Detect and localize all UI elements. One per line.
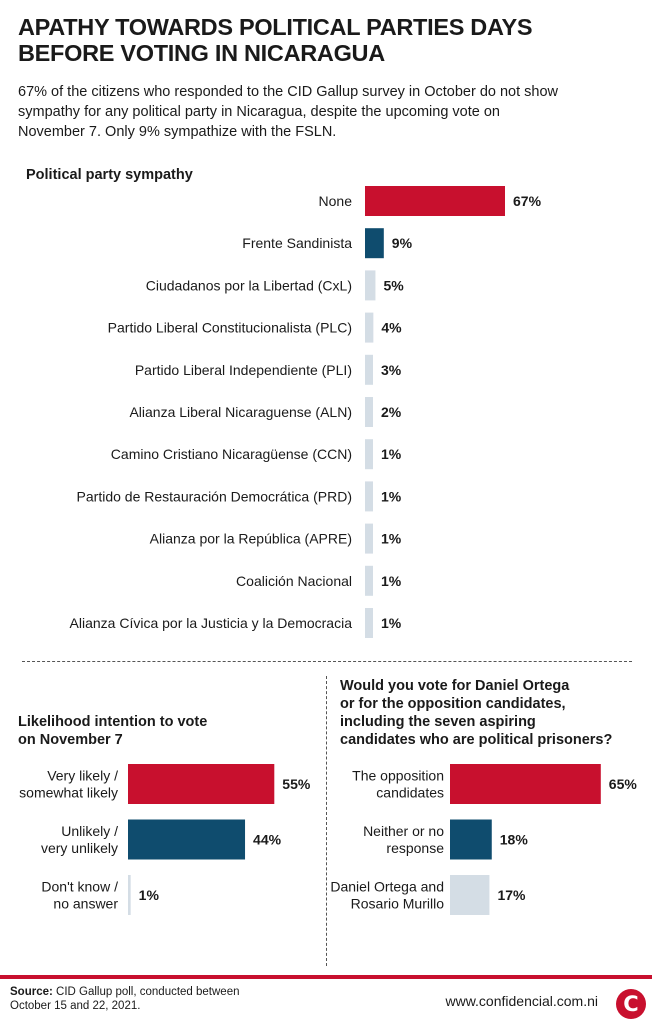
section-divider-horizontal <box>22 661 632 662</box>
footer-rule <box>0 975 652 979</box>
category-label-0-8: Alianza por la República (APRE) <box>150 531 352 547</box>
value-label-0-5: 2% <box>381 404 402 420</box>
chart-title-vote-likelihood: Likelihood intention to vote on November… <box>18 714 208 748</box>
category-label-1-0: Very likely / somewhat likely <box>19 768 118 801</box>
bar-0-10 <box>365 608 373 638</box>
page-title: APATHY TOWARDS POLITICAL PARTIES DAYS BE… <box>18 14 533 66</box>
value-label-0-8: 1% <box>381 531 402 547</box>
bar-0-9 <box>365 565 373 596</box>
value-label-2-2: 17% <box>497 887 526 903</box>
source-text: CID Gallup poll, conducted between Octob… <box>10 986 240 1012</box>
value-label-1-2: 1% <box>139 887 160 903</box>
bar-0-8 <box>365 523 373 554</box>
category-label-0-4: Partido Liberal Independiente (PLI) <box>135 362 352 378</box>
bar-0-0 <box>365 186 505 216</box>
source-label: Source: <box>10 986 53 998</box>
category-label-0-1: Frente Sandinista <box>242 235 352 251</box>
value-label-1-0: 55% <box>282 776 311 792</box>
category-label-0-5: Alianza Liberal Nicaraguense (ALN) <box>129 404 352 420</box>
value-label-0-10: 1% <box>381 615 402 631</box>
chart-title-vote-preference: Would you vote for Daniel Ortega or for … <box>340 678 613 748</box>
bar-0-7 <box>365 481 373 512</box>
value-label-0-9: 1% <box>381 573 402 589</box>
bar-0-1 <box>365 228 384 259</box>
page-subtitle: 67% of the citizens who responded to the… <box>18 84 559 140</box>
value-label-0-3: 4% <box>381 320 402 336</box>
category-label-0-10: Alianza Cívica por la Justicia y la Demo… <box>70 615 353 631</box>
section-divider-vertical <box>326 676 327 966</box>
charts-canvas: None 67% Frente Sandinista 9% Ciudadanos por… <box>19 186 638 915</box>
confidencial-logo-icon: C <box>616 989 646 1019</box>
bar-0-6 <box>365 439 373 470</box>
category-label-1-2: Don't know / no answer <box>41 879 118 912</box>
category-label-0-0: None <box>319 193 353 209</box>
value-label-2-1: 18% <box>500 832 529 848</box>
category-label-0-6: Camino Cristiano Nicaragüense (CCN) <box>111 446 352 462</box>
source-note: Source: CID Gallup poll, conducted betwe… <box>10 985 310 1013</box>
bar-2-1 <box>450 819 492 860</box>
value-label-1-1: 44% <box>253 832 282 848</box>
value-label-0-0: 67% <box>513 193 542 209</box>
value-label-2-0: 65% <box>609 776 638 792</box>
bar-1-2 <box>128 875 131 915</box>
website-link[interactable]: www.confidencial.com.ni <box>445 993 598 1009</box>
bar-0-5 <box>365 397 373 427</box>
category-label-2-2: Daniel Ortega and Rosario Murillo <box>330 879 444 912</box>
category-label-0-9: Coalición Nacional <box>236 573 352 589</box>
value-label-0-4: 3% <box>381 362 402 378</box>
bar-0-4 <box>365 354 373 385</box>
category-label-0-2: Ciudadanos por la Libertad (CxL) <box>146 277 352 293</box>
category-label-1-1: Unlikely / very unlikely <box>41 823 118 856</box>
bar-2-2 <box>450 875 490 915</box>
category-label-0-3: Partido Liberal Constitucionalista (PLC) <box>108 320 352 336</box>
bar-0-3 <box>365 312 374 343</box>
category-label-2-1: Neither or no response <box>363 823 444 856</box>
chart-title-party-sympathy: Political party sympathy <box>26 167 193 183</box>
category-label-2-0: The opposition candidates <box>352 768 444 801</box>
category-label-0-7: Partido de Restauración Democrática (PRD… <box>77 488 352 504</box>
value-label-0-7: 1% <box>381 488 402 504</box>
bar-0-2 <box>365 270 376 301</box>
value-label-0-1: 9% <box>392 235 413 251</box>
bar-2-0 <box>450 764 601 804</box>
bar-1-0 <box>128 764 275 804</box>
value-label-0-6: 1% <box>381 446 402 462</box>
value-label-0-2: 5% <box>383 277 404 293</box>
bar-1-1 <box>128 819 246 860</box>
